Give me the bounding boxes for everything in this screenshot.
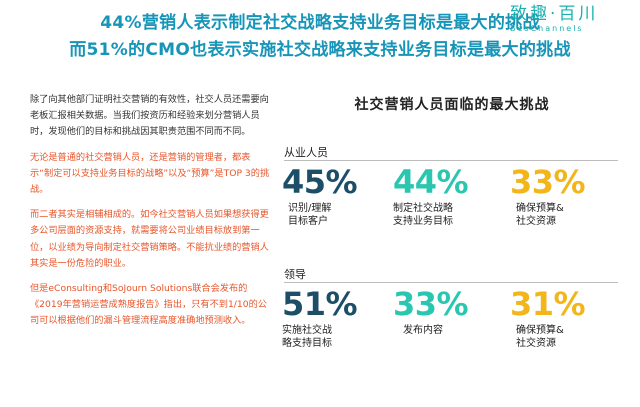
group-label-practitioners: 从业人员 [284, 146, 328, 159]
stat-value: 45% [282, 163, 358, 201]
stat-label: 制定社交战略 支持业务目标 [393, 203, 453, 227]
stat-value: 33% [393, 285, 469, 323]
paragraph-2: 无论是普通的社交营销人员，还是营销的管理者，都表示“制定可以支持业务目标的战略”… [30, 151, 270, 196]
paragraph-4: 但是eConsulting和SoJourn Solutions联合会发布的《20… [30, 283, 267, 327]
stat-value: 33% [510, 163, 586, 201]
group-label-leaders: 领导 [284, 268, 306, 281]
stat-label: 实施社交战 略支持目标 [282, 325, 332, 349]
stat-value: 51% [282, 285, 358, 323]
stat-value: 44% [393, 163, 469, 201]
stat-practitioners-social-strategy: 44% 制定社交战略 支持业务目标 [393, 164, 503, 228]
stat-label: 发布内容 [403, 325, 443, 336]
stat-leaders-publish-content: 33% 发布内容 [393, 286, 503, 337]
stat-label: 确保预算& 社交资源 [516, 325, 564, 349]
group-divider [284, 282, 618, 283]
group-divider [284, 160, 618, 161]
section-title: 社交营销人员面临的最大挑战 [354, 97, 550, 113]
stat-leaders-implement-strategy: 51% 实施社交战 略支持目标 [282, 286, 392, 350]
logo-name-cn: 致趣·百川 [510, 4, 599, 24]
body-text-column: 除了向其他部门证明社交营销的有效性，社交人员还需要向老板汇报相关数据。当我们按资… [30, 92, 273, 339]
stat-practitioners-target-customers: 45% 识别/理解 目标客户 [282, 164, 392, 228]
stat-value: 31% [510, 285, 586, 323]
paragraph-1: 除了向其他部门证明社交营销的有效性，社交人员还需要向老板汇报相关数据。当我们按资… [30, 94, 269, 138]
title-line-2: 而51%的CMO也表示实施社交战略来支持业务目标是最大的挑战 [69, 40, 571, 60]
logo-name-en: BesChannels [510, 24, 584, 33]
paragraph-3: 而二者其实是相辅相成的。如今社交营销人员如果想获得更多公司层面的资源支持，就需要… [30, 209, 269, 269]
stat-label: 确保预算& 社交资源 [516, 203, 564, 227]
title-line-1: 44%营销人表示制定社交战略支持业务目标是最大的挑战 [100, 13, 540, 33]
brand-logo: 致趣·百川 BesChannels [510, 4, 628, 34]
stat-leaders-budget: 31% 确保预算& 社交资源 [510, 286, 620, 350]
stat-practitioners-budget: 33% 确保预算& 社交资源 [510, 164, 620, 228]
stat-label: 识别/理解 目标客户 [288, 203, 332, 227]
page-title: 44%营销人表示制定社交战略支持业务目标是最大的挑战 而51%的CMO也表示实施… [0, 10, 640, 64]
